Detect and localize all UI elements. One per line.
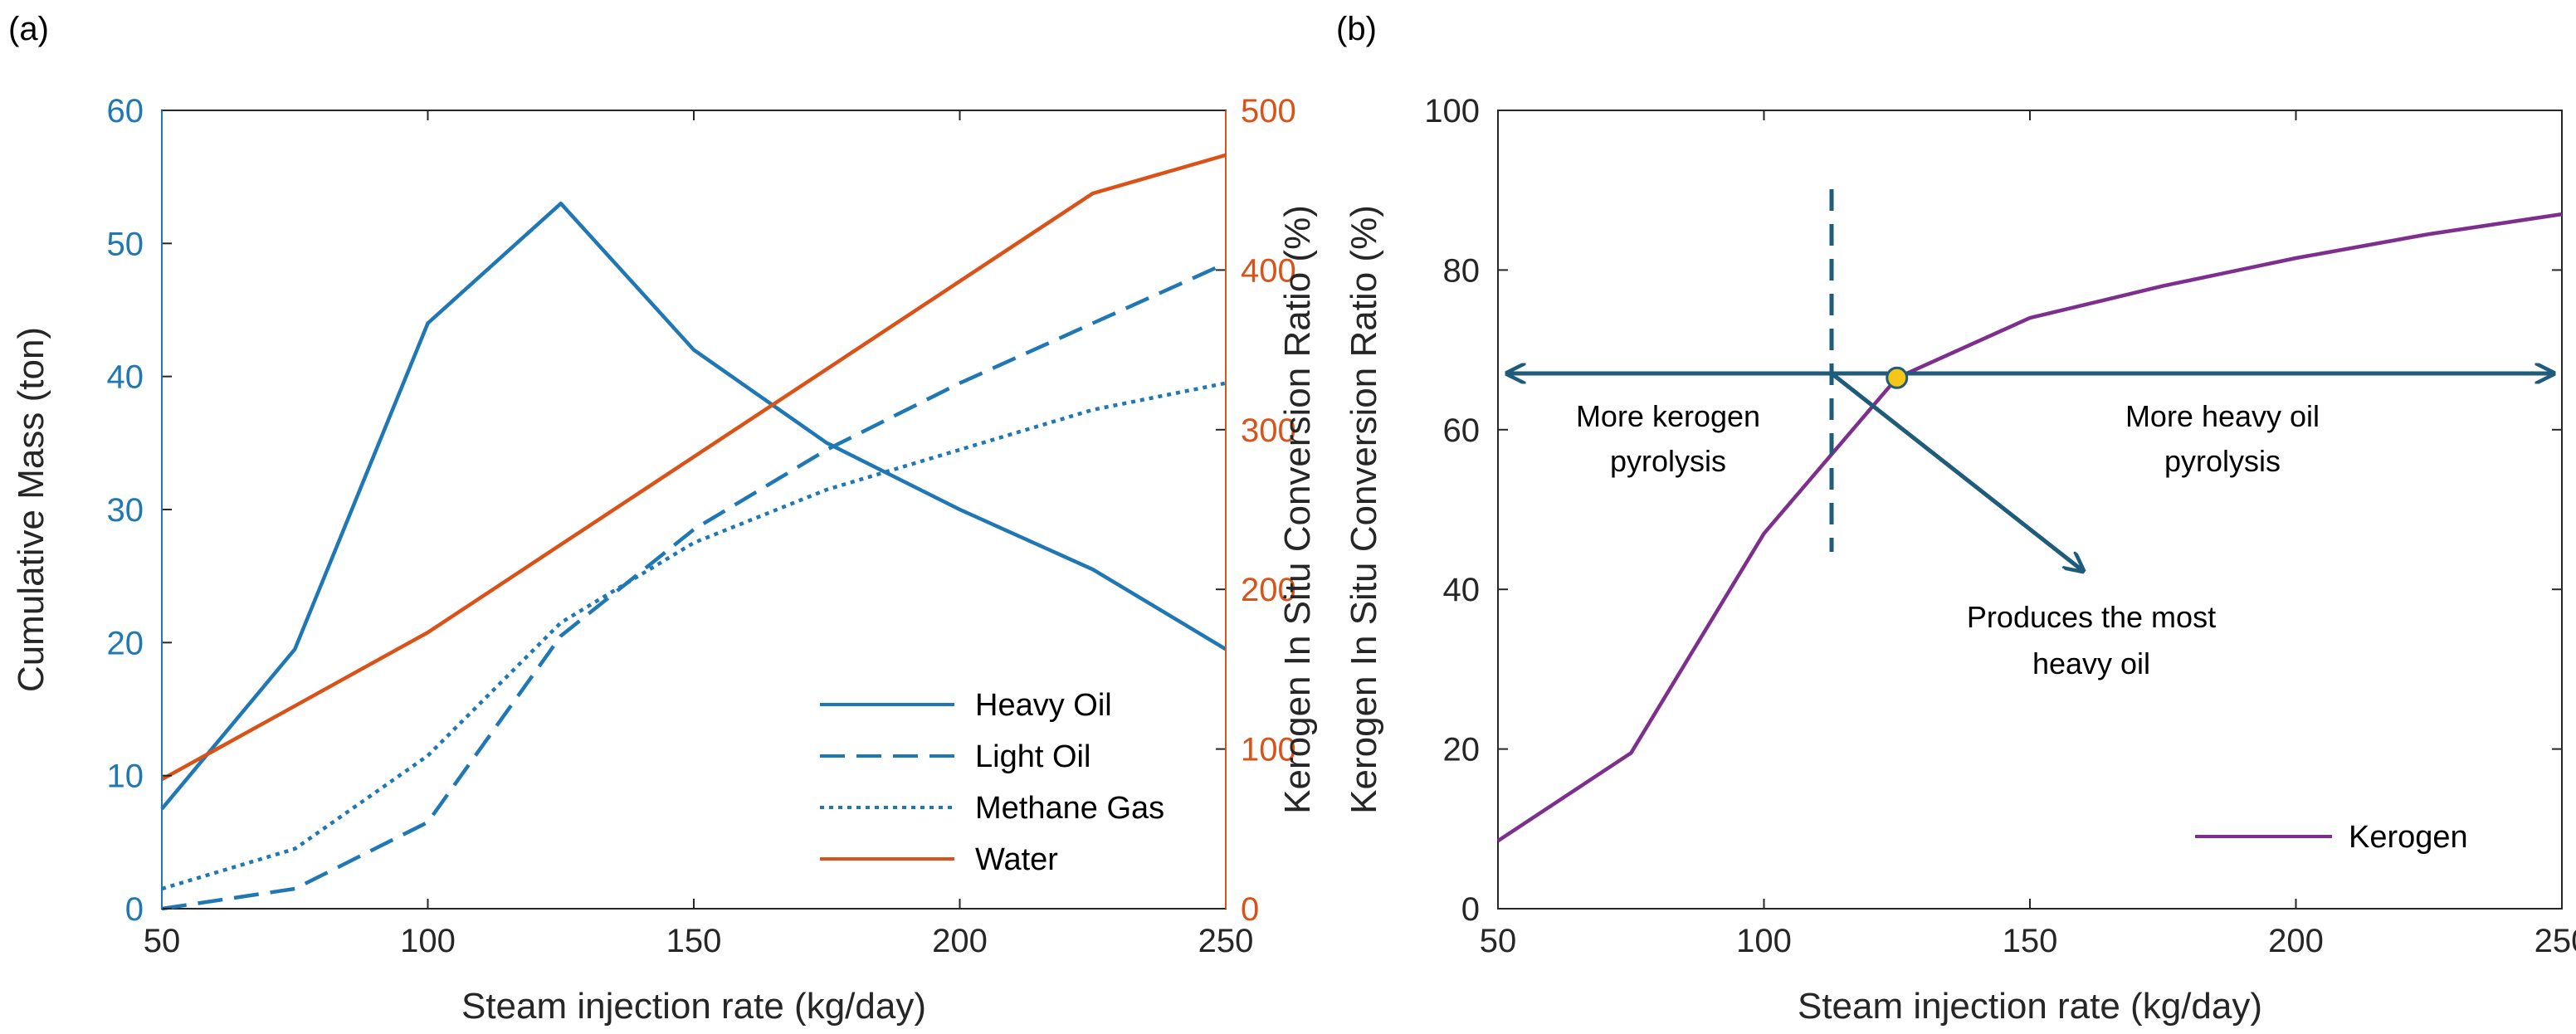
panel-label-b: (b) — [1336, 11, 1377, 47]
a-ytick-label-20: 20 — [107, 625, 144, 661]
a-y2tick-label-0: 0 — [1241, 891, 1259, 928]
legend-label-light-oil: Light Oil — [975, 739, 1090, 774]
chart-b: 50 100 150 200 250 0 20 40 60 80 100 Kerogen In Si… — [1344, 93, 2576, 1027]
chart-a-ylabel: Cumulative Mass (ton) — [11, 327, 51, 692]
a-series-line-water — [160, 153, 1227, 782]
a-ytick-label-50: 50 — [107, 226, 144, 262]
a-ytick-label-10: 10 — [107, 758, 144, 795]
panel-label-a: (a) — [8, 11, 49, 47]
a-y2tick-label-500: 500 — [1241, 93, 1296, 129]
legend-label-water: Water — [975, 842, 1058, 877]
a-xtick-label-200: 200 — [932, 923, 988, 959]
chart-b-xlabel: Steam injection rate (kg/day) — [1798, 986, 2262, 1027]
a-xtick-label-150: 150 — [666, 923, 722, 959]
a-y2tick-label-300: 300 — [1241, 412, 1296, 449]
b-xtick-label-50: 50 — [1480, 923, 1517, 959]
b-xtick-label-150: 150 — [2003, 923, 2058, 959]
a-ytick-label-40: 40 — [107, 359, 144, 396]
annot-left-line1: More kerogen — [1576, 399, 1760, 433]
a-y2tick-label-100: 100 — [1241, 732, 1296, 768]
chart-a-series-lines — [160, 153, 1227, 911]
chart-b-legend: Kerogen — [2195, 820, 2468, 855]
arrow-down-right — [1830, 372, 2083, 571]
chart-b-ticks: 50 100 150 200 250 0 20 40 60 80 100 — [1424, 93, 2576, 959]
b-xtick-label-250: 250 — [2535, 923, 2576, 959]
b-xtick-label-100: 100 — [1736, 923, 1792, 959]
chart-a-xlabel: Steam injection rate (kg/day) — [461, 986, 926, 1027]
annot-right-line1: More heavy oil — [2125, 399, 2320, 433]
annot-down-line1: Produces the most — [1967, 600, 2216, 634]
b-optimum-marker — [1886, 366, 1909, 389]
legend-label-heavy-oil: Heavy Oil — [975, 688, 1112, 723]
a-series-line-light-oil — [161, 261, 1227, 911]
a-xtick-label-50: 50 — [144, 923, 181, 959]
chart-a-legend: Heavy Oil Light Oil Methane Gas Water — [820, 688, 1164, 877]
b-ytick-label-40: 40 — [1443, 572, 1481, 608]
annot-right-line2: pyrolysis — [2164, 444, 2281, 478]
chart-b-plot-area — [1497, 110, 2563, 910]
chart-b-marker-group — [1886, 366, 1909, 389]
chart-a-ticks: 50 100 150 200 25001020304050600100200300400… — [107, 93, 1296, 959]
legend-label-methane-gas: Methane Gas — [975, 791, 1164, 826]
b-ytick-label-0: 0 — [1461, 891, 1480, 928]
a-ytick-label-30: 30 — [107, 492, 144, 529]
a-ytick-label-0: 0 — [125, 891, 144, 928]
chart-a-plot-area — [161, 110, 1227, 910]
annot-left-line2: pyrolysis — [1610, 444, 1726, 478]
b-xtick-label-200: 200 — [2268, 923, 2324, 959]
a-ytick-label-60: 60 — [107, 93, 144, 129]
chart-b-series-lines — [1496, 212, 2563, 843]
b-ytick-label-100: 100 — [1424, 93, 1480, 129]
a-xtick-label-100: 100 — [400, 923, 456, 959]
b-ytick-label-80: 80 — [1443, 252, 1481, 289]
chart-a-y2label: Kerogen In Situ Conversion Ratio (%) — [1277, 205, 1318, 814]
a-xtick-label-250: 250 — [1198, 923, 1254, 959]
chart-b-annotations: More kerogen pyrolysis More heavy oil py… — [1507, 189, 2554, 680]
a-series-line-methane-gas — [161, 381, 1227, 891]
a-y2tick-label-400: 400 — [1241, 252, 1296, 289]
annot-down-line2: heavy oil — [2032, 646, 2150, 680]
b-ytick-label-20: 20 — [1443, 732, 1481, 768]
chart-a: 50 100 150 200 25001020304050600100200300400… — [11, 93, 1318, 1027]
a-y2tick-label-200: 200 — [1241, 572, 1296, 608]
legend-label-kerogen: Kerogen — [2349, 820, 2468, 855]
b-ytick-label-60: 60 — [1443, 412, 1481, 449]
chart-b-ylabel: Kerogen In Situ Conversion Ratio (%) — [1344, 205, 1384, 814]
